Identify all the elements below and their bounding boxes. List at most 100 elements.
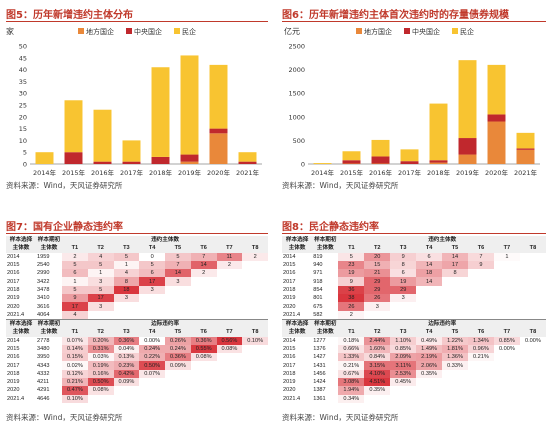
fig6-legend-label: 地方国企 <box>364 27 392 36</box>
fig7-header-col: T8 <box>242 328 269 337</box>
fig8-cell: 1.33% <box>338 353 365 362</box>
fig7-row-count: 3410 <box>37 295 50 302</box>
fig8-cell: 0.49% <box>416 336 443 345</box>
fig8-cell: 2.19% <box>416 353 443 362</box>
fig7-cell: 6 <box>139 269 165 278</box>
fig7-cell: 0.07% <box>139 369 165 379</box>
fig7-header-col: T4 <box>139 328 165 337</box>
fig7-cell <box>216 394 243 403</box>
fig5-legend-swatch <box>174 28 180 34</box>
fig7-cell <box>242 344 269 354</box>
fig5-y-tick-label: 30 <box>19 90 27 98</box>
fig8-header-col: T6 <box>468 244 494 253</box>
fig7-cell: 0.26% <box>165 336 191 345</box>
fig7-cell <box>216 277 243 286</box>
fig8-rate-row: 2015 1376 0.66% 1.60% 0.85% 1.49% 1.81% 0.96% 0.… <box>282 344 546 354</box>
fig7-cell <box>242 369 269 379</box>
fig8-cell: 0.85% <box>390 344 417 354</box>
fig5-legend-label: 中央国企 <box>134 27 162 36</box>
fig8-cell <box>493 394 520 403</box>
fig8-row-year: 2021.4 <box>283 395 301 402</box>
fig7-cell: 3 <box>87 277 114 286</box>
fig7-header-col: T1 <box>62 244 88 253</box>
fig5-bar-segment <box>151 67 170 157</box>
fig7-cell <box>242 269 269 278</box>
fig7-row-count: 3480 <box>37 346 50 352</box>
fig8-row-count: 675 <box>313 303 323 310</box>
fig7-row-count: 4343 <box>37 362 50 369</box>
fig5-bar-segment <box>93 161 112 164</box>
fig7-cell <box>242 277 269 286</box>
fig7-header-row: 主体数 主体数 T1 T2 T3 T4 T5 T6 T7 T8 <box>6 244 269 253</box>
fig8-rate-row: 2017 1431 0.21% 3.15% 3.11% 2.06% 0.33% <box>282 361 546 370</box>
fig8-cell <box>493 294 520 303</box>
fig7-cell <box>190 361 217 370</box>
fig8-row-year: 2019 <box>283 379 296 386</box>
fig7-cell <box>87 310 114 320</box>
fig7-row-count: 1959 <box>37 253 50 260</box>
fig7-cell <box>165 285 191 295</box>
fig7-cell <box>216 378 243 387</box>
fig7-cell <box>165 394 191 403</box>
fig8-cell <box>416 285 443 295</box>
fig8-header-sample-sub: 主体数 <box>282 244 313 253</box>
fig7-cell: 4 <box>87 252 114 261</box>
fig7-cell: 0.20% <box>87 336 114 345</box>
fig6-bar-segment <box>516 149 535 164</box>
fig8-cell: 8 <box>442 269 468 278</box>
fig7-cell <box>190 386 217 395</box>
figure-8: 图8：民企静态违约率 样本选择 样本期初 违约主体数 主体数 主体数 T1 T2 T3 T4 T5… <box>278 218 550 426</box>
fig5-x-tick-label: 2017年 <box>120 168 144 177</box>
fig8-count-row: 2019 801 38 26 3 <box>282 294 546 303</box>
fig6-legend-label: 民企 <box>460 27 474 36</box>
fig7-row-count: 4211 <box>37 379 50 386</box>
fig6-bar-segment <box>342 151 361 161</box>
fig8-cell <box>519 252 546 261</box>
fig8-cell <box>493 285 520 295</box>
fig7-cell <box>139 394 165 403</box>
fig8-cell <box>493 378 520 387</box>
fig8-cell <box>442 394 468 403</box>
fig8-header-col: T4 <box>416 328 443 337</box>
fig8-cell: 0.00% <box>519 336 546 345</box>
fig6-x-tick-label: 2019年 <box>456 168 480 177</box>
fig6-x-tick-label: 2015年 <box>340 168 364 177</box>
fig5-legend-label: 地方国企 <box>86 27 114 36</box>
fig7-cell: 0.02% <box>62 361 88 370</box>
fig6-y-tick-label: 2500 <box>288 43 305 51</box>
fig5-x-tick-label: 2021年 <box>236 168 260 177</box>
fig7-cell <box>216 310 243 320</box>
fig8-cell <box>468 269 494 278</box>
fig6-bar-segment <box>429 160 448 163</box>
fig8-row-count: 1424 <box>313 379 326 386</box>
fig7-header-period: 样本期初 <box>36 236 62 245</box>
figure-6: 图6：历年新增违约主体首次违约时的存量债券规模 亿元 地方国企 中央国企 民企 0 500… <box>278 0 550 196</box>
fig7-cell: 0.31% <box>87 344 114 354</box>
fig8-row-count: 940 <box>313 262 323 269</box>
fig8-cell: 0.21% <box>468 353 494 362</box>
fig7-rate-row: 2017 4343 0.02% 0.19% 0.23% 0.50% 0.09% <box>6 361 269 370</box>
fig7-rate-row: 2014 2778 0.07% 0.20% 0.36% 0.00% 0.26% 0.36% 0.… <box>6 336 269 345</box>
fig8-row-year: 2018 <box>283 286 296 293</box>
figure-8-table: 样本选择 样本期初 违约主体数 主体数 主体数 T1 T2 T3 T4 T5 T6 T7 T8 2014 8… <box>282 236 546 403</box>
fig8-cell <box>364 394 391 403</box>
fig7-cell <box>139 378 165 387</box>
fig6-bar-segment <box>371 163 390 165</box>
fig7-cell <box>190 285 217 295</box>
fig8-cell: 29 <box>364 285 391 295</box>
figure-6-title: 图6：历年新增违约主体首次违约时的存量债券规模 <box>282 10 509 21</box>
fig8-row-year: 2017 <box>283 278 296 285</box>
fig8-cell <box>468 361 494 370</box>
fig8-cell: 1.94% <box>338 386 365 395</box>
fig7-row-year: 2019 <box>7 295 20 302</box>
fig8-cell: 3.15% <box>364 361 391 370</box>
fig8-row-count: 819 <box>313 253 323 260</box>
fig8-cell: 21 <box>364 269 391 278</box>
fig8-cell <box>493 353 520 362</box>
fig8-header-col: T5 <box>442 328 468 337</box>
fig8-row-count: 1427 <box>313 354 326 361</box>
fig7-row-year: 2014 <box>7 253 20 260</box>
fig7-cell: 5 <box>139 260 165 270</box>
fig7-cell: 5 <box>113 252 140 261</box>
fig8-cell: 0.18% <box>338 336 365 345</box>
